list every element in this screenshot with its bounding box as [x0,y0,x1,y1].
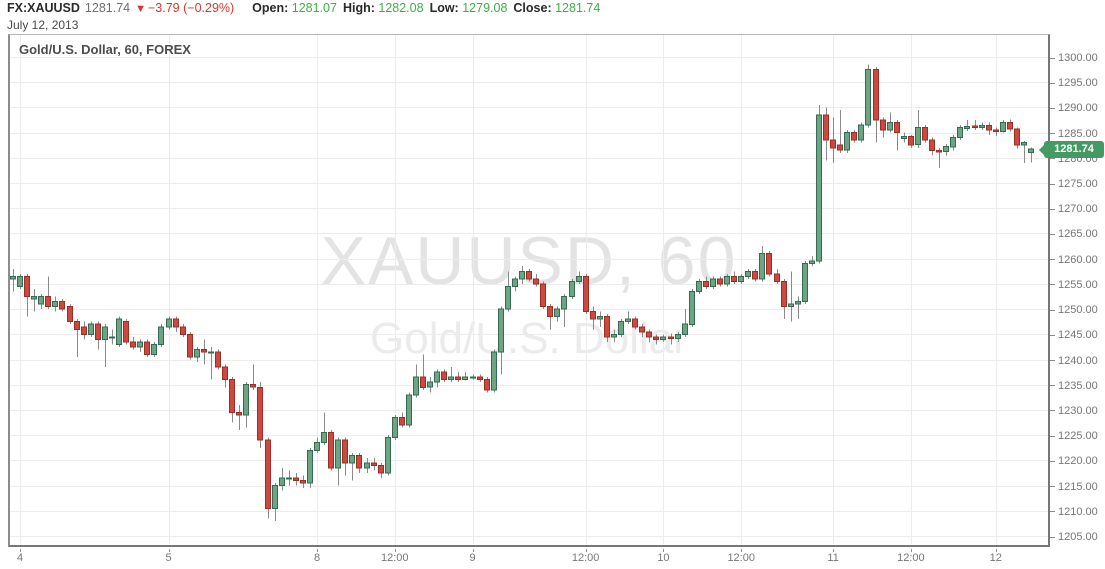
close-label: Close: [513,1,552,15]
price-tick [1050,486,1055,488]
last-price-tag: 1281.74 [1039,141,1104,159]
price-tick [1050,334,1055,336]
price-tick [1050,410,1055,412]
price-axis-label: 1300.00 [1050,51,1098,65]
price-axis-label: 1275.00 [1050,177,1098,191]
price-axis-label: 1235.00 [1050,379,1098,393]
time-axis-label: 12:00 [897,552,925,564]
price-axis-label: 1265.00 [1050,227,1098,241]
price-tick [1050,133,1055,135]
open-value: 1281.07 [291,1,337,15]
price-axis-label: 1230.00 [1050,404,1098,418]
price-tick [1050,309,1055,311]
time-axis-label: 8 [313,552,321,564]
price-axis-label: 1240.00 [1050,354,1098,368]
time-tick [663,549,665,552]
price-tick [1050,233,1055,235]
time-tick [394,549,396,552]
time-axis-label: 12:00 [727,552,755,564]
date-label: July 12, 2013 [7,18,79,32]
last-price-tag-value: 1281.74 [1054,143,1094,156]
time-tick [20,549,22,552]
price-tick [1050,460,1055,462]
price-tick [1050,259,1055,261]
price-change: −3.79 (−0.29%) [148,1,235,15]
price-axis[interactable]: 1300.00 1295.00 1290.00 1285.00 1280.00 1275.… [1050,34,1104,547]
price-axis-label: 1260.00 [1050,253,1098,267]
time-tick [317,549,318,552]
high-value: 1282.08 [378,1,424,15]
price-tick [1050,511,1055,513]
price-axis-label: 1290.00 [1050,101,1098,115]
high-label: High: [342,1,375,15]
time-axis[interactable]: 4 5 8 12:00 9 12:00 10 12:00 11 12:00 12 [8,549,1050,565]
price-tick [1050,208,1055,210]
time-tick [741,549,743,552]
time-axis-label: 5 [165,552,172,564]
price-axis-label: 1215.00 [1050,480,1098,494]
chart-container: XAUUSD, 60 Gold/U.S. Dollar Gold/U.S. Do… [8,34,1104,564]
price-axis-label: 1220.00 [1050,454,1098,468]
time-tick [995,549,997,552]
price-tick [1050,360,1055,362]
price-tick [1050,107,1055,109]
time-axis-label: 10 [657,552,670,564]
chart-plot-area[interactable]: XAUUSD, 60 Gold/U.S. Dollar Gold/U.S. Do… [8,34,1050,547]
price-axis-label: 1210.00 [1050,505,1098,519]
price-axis-label: 1255.00 [1050,278,1098,292]
time-axis-label: 12:00 [381,552,409,564]
time-axis-label: 11 [827,552,839,564]
price-tick [1050,284,1055,286]
open-label: Open: [252,1,289,15]
price-axis-label: 1295.00 [1050,76,1098,90]
price-tick [1050,158,1055,160]
time-axis-label: 4 [17,552,24,564]
price-tick [1050,536,1055,538]
chart-title: Gold/U.S. Dollar, 60, FOREX [19,42,191,57]
price-tick [1050,82,1055,84]
time-tick [472,549,474,552]
symbol-header: FX:XAUUSD 1281.74 ▼ −3.79 (−0.29%) Open: 128… [7,1,600,32]
candlestick-chart[interactable] [10,35,1048,544]
price-tick [1050,385,1055,387]
header-last-price: 1281.74 [84,1,131,15]
price-tick [1050,435,1055,437]
time-tick [833,549,835,552]
time-tick [910,549,912,552]
price-tick [1050,183,1055,185]
price-axis-label: 1225.00 [1050,429,1098,443]
time-tick [168,549,170,552]
price-tick [1050,57,1055,59]
low-value: 1279.08 [462,1,508,15]
close-value: 1281.74 [555,1,601,15]
price-axis-label: 1285.00 [1050,127,1098,141]
time-axis-label: 12 [989,552,1002,564]
price-down-arrow-icon: ▼ [135,3,146,15]
time-axis-label: 9 [469,552,476,564]
low-label: Low: [429,1,459,15]
price-axis-label: 1250.00 [1050,303,1098,317]
price-axis-label: 1245.00 [1050,328,1098,342]
time-axis-label: 12:00 [571,552,600,564]
price-axis-label: 1205.00 [1050,530,1098,544]
symbol-name: FX:XAUUSD [7,1,80,15]
time-tick [585,549,587,552]
price-axis-label: 1270.00 [1050,202,1098,216]
